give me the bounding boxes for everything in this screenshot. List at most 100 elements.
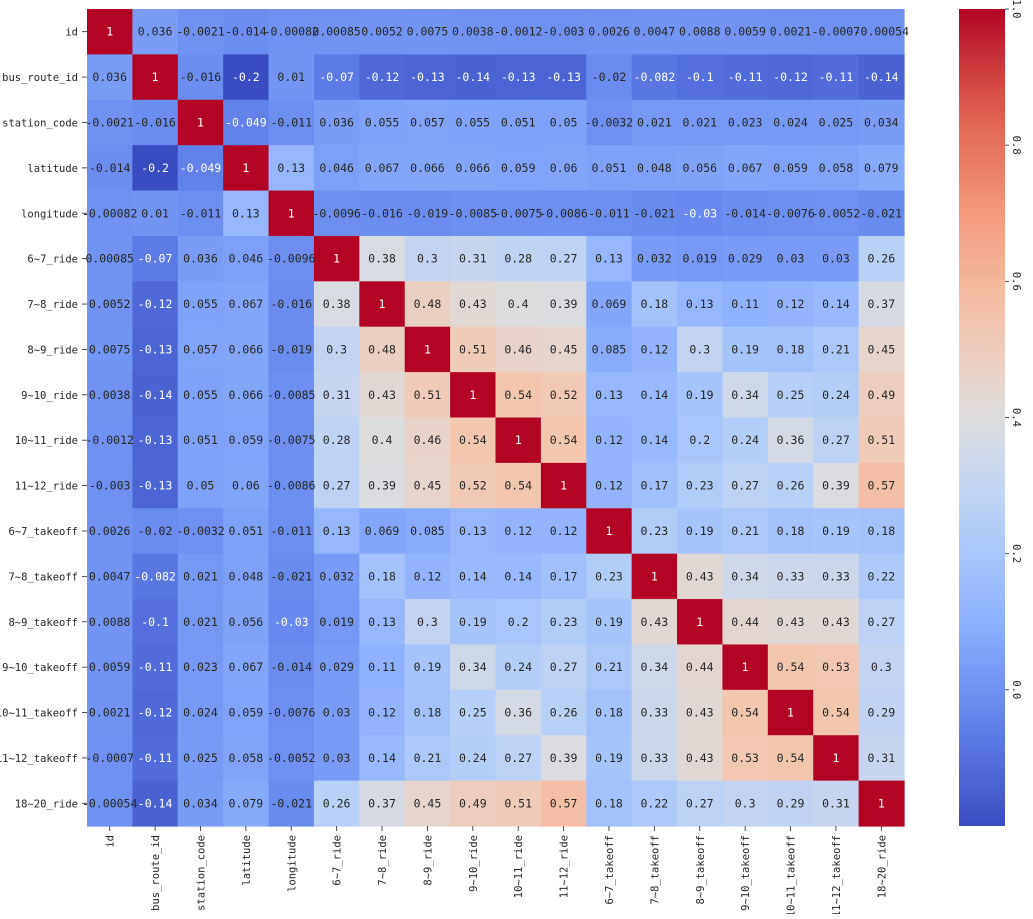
heatmap-cell (313, 372, 360, 419)
heatmap-cell (132, 553, 179, 600)
heatmap-cell (268, 9, 315, 55)
cell-annotation: -0.12 (365, 70, 400, 84)
cell-annotation: 0.51 (459, 342, 487, 356)
cell-annotation: 0.27 (822, 433, 850, 447)
cell-annotation: 0.45 (414, 479, 442, 493)
cell-annotation: 0.023 (183, 660, 218, 674)
heatmap-cell (540, 644, 587, 691)
cell-annotation: -0.021 (270, 796, 312, 810)
heatmap-cell (722, 372, 769, 419)
cell-annotation: 0.069 (365, 524, 400, 538)
heatmap-cell (722, 735, 769, 782)
cell-annotation: 0.0075 (89, 342, 131, 356)
heatmap-cell (495, 9, 542, 55)
heatmap-cell (87, 326, 133, 373)
heatmap-cell (359, 644, 406, 691)
cell-annotation: 0.17 (550, 569, 578, 583)
heatmap-cell (813, 508, 860, 555)
colorbar-tick-label: 1.0 (1010, 0, 1022, 18)
heatmap-cell (313, 235, 360, 282)
heatmap-cell (313, 462, 360, 509)
heatmap-cell (540, 54, 587, 101)
x-tick-label: 9~10_takeoff (740, 835, 752, 911)
heatmap-cell (404, 99, 451, 146)
cell-annotation: 0.14 (822, 297, 850, 311)
cell-annotation: -0.0012 (494, 25, 542, 39)
cell-annotation: -0.13 (138, 433, 173, 447)
cell-annotation: 0.046 (319, 161, 354, 175)
heatmap-cell (540, 508, 587, 555)
cell-annotation: 0.19 (595, 615, 623, 629)
heatmap-cell (268, 417, 315, 464)
cell-annotation: 0.046 (229, 252, 264, 266)
heatmap-cell (87, 235, 133, 282)
cell-annotation: 0.05 (187, 479, 215, 493)
cell-annotation: 1 (787, 706, 794, 720)
x-tick-label: 18~20_ride (876, 835, 888, 898)
cell-annotation: -0.0076 (267, 706, 316, 720)
heatmap-cell (87, 145, 133, 192)
heatmap-cell (450, 372, 497, 419)
heatmap-cell (450, 508, 497, 555)
cell-annotation: -0.13 (501, 70, 536, 84)
cell-annotation: 0.18 (777, 524, 805, 538)
heatmap-cell (268, 145, 315, 192)
heatmap-cell (132, 235, 179, 282)
heatmap-cell (268, 372, 315, 419)
x-tick-label: id (105, 835, 117, 848)
cell-annotation: 0.31 (867, 751, 895, 765)
cell-annotation: 0.21 (595, 660, 623, 674)
cell-annotation: 0.21 (731, 524, 759, 538)
cell-annotation: -0.00082 (82, 206, 137, 220)
cell-annotation: 0.13 (459, 524, 487, 538)
heatmap-cell (677, 735, 724, 782)
heatmap-cell (767, 281, 814, 328)
cell-annotation: 0.17 (641, 479, 669, 493)
heatmap-cell (177, 54, 224, 101)
heatmap-cell (313, 54, 360, 101)
cell-annotation: 0.39 (822, 479, 850, 493)
heatmap-cell (450, 54, 497, 101)
heatmap-cell (722, 281, 769, 328)
cell-annotation: -0.0021 (85, 115, 134, 129)
heatmap-cell (631, 462, 678, 509)
heatmap-cell (858, 54, 905, 101)
x-tick-label: longitude (286, 835, 298, 892)
heatmap-cell (858, 689, 905, 736)
cell-annotation: 1 (379, 297, 386, 311)
heatmap-cell (767, 599, 814, 646)
heatmap-cell (586, 145, 633, 192)
heatmap-cell (223, 689, 270, 736)
cell-annotation: 0.44 (731, 615, 759, 629)
heatmap-cell (223, 190, 270, 237)
cell-annotation: 0.057 (183, 342, 218, 356)
heatmap-cell (87, 417, 133, 464)
heatmap-cell (87, 508, 133, 555)
cell-annotation: -0.0075 (267, 433, 315, 447)
cell-annotation: 0.18 (595, 706, 623, 720)
cell-annotation: -0.0085 (267, 388, 315, 402)
heatmap-cell (631, 599, 678, 646)
cell-annotation: 1 (832, 751, 839, 765)
cell-annotation: 0.53 (731, 751, 759, 765)
heatmap-cell (495, 508, 542, 555)
heatmap-cell (132, 99, 179, 146)
heatmap-cell (87, 190, 133, 237)
cell-annotation: 1 (288, 206, 295, 220)
heatmap-cell (177, 735, 224, 782)
cell-annotation: 0.33 (777, 569, 805, 583)
heatmap-cell (87, 780, 133, 827)
cell-annotation: -0.12 (138, 706, 173, 720)
cell-annotation: 0.24 (504, 660, 532, 674)
cell-annotation: 0.03 (777, 252, 805, 266)
heatmap-cell (631, 508, 678, 555)
heatmap-cell (767, 735, 814, 782)
cell-annotation: 1 (106, 25, 113, 39)
cell-annotation: -0.0012 (85, 433, 133, 447)
heatmap-cell (813, 9, 860, 55)
cell-annotation: 0.036 (92, 70, 127, 84)
cell-annotation: 0.12 (368, 706, 396, 720)
cell-annotation: -0.14 (455, 70, 490, 84)
y-tick-label: station_code (2, 117, 78, 129)
cell-annotation: 0.024 (773, 115, 808, 129)
